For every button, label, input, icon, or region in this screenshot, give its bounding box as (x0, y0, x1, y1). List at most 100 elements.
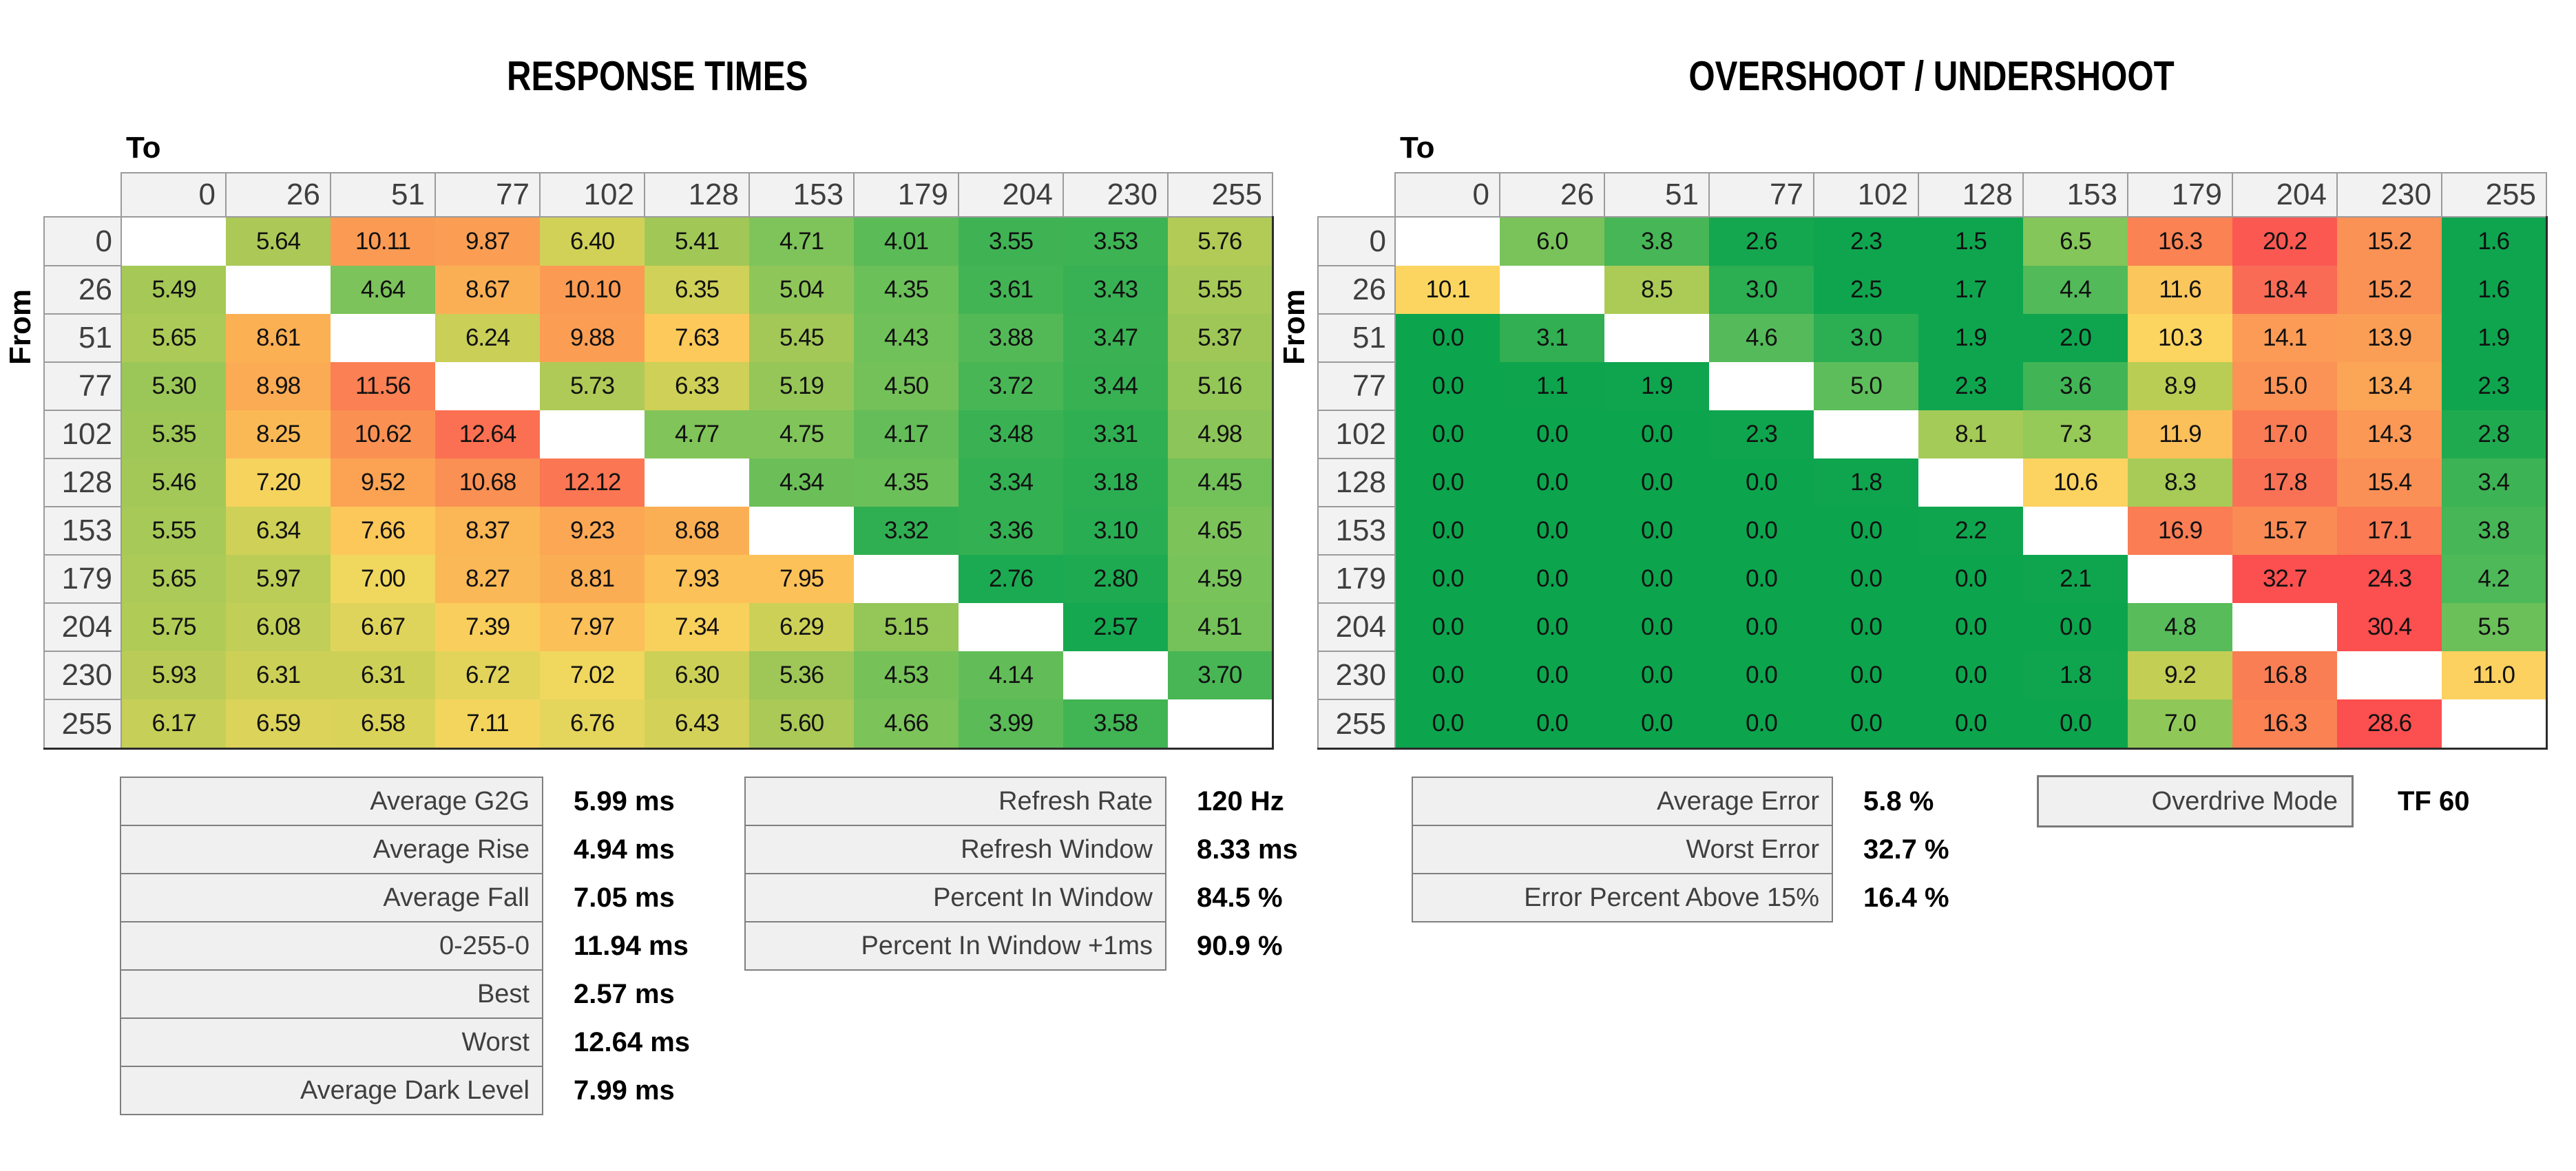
heatmap-cell-diagonal (540, 410, 645, 458)
heatmap-cell: 2.2 (1918, 507, 2023, 555)
heatmap-cell: 17.8 (2232, 458, 2337, 507)
heatmap-cell: 10.6 (2023, 458, 2128, 507)
heatmap-cell: 1.6 (2442, 217, 2548, 266)
overshoot-heatmap: 0 26 51 77 102 128 153 179 204 230 255 0 6.0 3.8 2.6 2.… (1317, 172, 2548, 750)
row-header: 128 (1317, 458, 1396, 507)
heatmap-cell: 4.35 (854, 458, 959, 507)
heatmap-cell: 0.0 (1604, 555, 1709, 603)
heatmap-cell: 0.0 (1709, 603, 1814, 651)
stat-label: Percent In Window (744, 873, 1166, 922)
heatmap-cell: 20.2 (2232, 217, 2337, 266)
heatmap-cell: 0.0 (1395, 410, 1500, 458)
heatmap-cell-diagonal (1500, 266, 1604, 314)
heatmap-cell: 0.0 (1814, 651, 1918, 699)
heatmap-cell: 3.61 (959, 266, 1063, 314)
row-header: 204 (1317, 602, 1396, 652)
heatmap-cell: 0.0 (1604, 603, 1709, 651)
heatmap-cell: 10.3 (2128, 314, 2232, 362)
heatmap-cell: 0.0 (1395, 699, 1500, 750)
heatmap-cell: 10.62 (331, 410, 435, 458)
stat-label: Worst Error (1412, 825, 1833, 874)
stat-row: Average Dark Level 7.99 ms (120, 1066, 690, 1115)
heatmap-cell: 4.51 (1168, 603, 1274, 651)
row-header: 51 (43, 313, 122, 363)
stat-value: 7.99 ms (574, 1075, 675, 1106)
heatmap-cell: 9.23 (540, 507, 645, 555)
heatmap-cell: 10.11 (331, 217, 435, 266)
heatmap-cell: 0.0 (1604, 410, 1709, 458)
heatmap-cell: 7.0 (2128, 699, 2232, 750)
heatmap-cell: 3.43 (1063, 266, 1168, 314)
row-header: 179 (43, 554, 122, 604)
heatmap-cell: 5.75 (121, 603, 226, 651)
heatmap-cell: 6.30 (645, 651, 749, 699)
heatmap-cell: 3.10 (1063, 507, 1168, 555)
heatmap-cell: 16.9 (2128, 507, 2232, 555)
heatmap-cell: 18.4 (2232, 266, 2337, 314)
heatmap-cell: 6.33 (645, 362, 749, 410)
heatmap-cell: 30.4 (2337, 603, 2442, 651)
col-header: 26 (225, 172, 331, 218)
heatmap-cell: 17.1 (2337, 507, 2442, 555)
col-header: 102 (539, 172, 645, 218)
heatmap-cell: 3.4 (2442, 458, 2548, 507)
row-header: 255 (1317, 699, 1396, 750)
heatmap-cell: 6.08 (226, 603, 331, 651)
heatmap-cell: 7.20 (226, 458, 331, 507)
heatmap-cell: 5.64 (226, 217, 331, 266)
heatmap-cell: 0.0 (1814, 603, 1918, 651)
heatmap-cell: 6.31 (226, 651, 331, 699)
heatmap-cell: 6.58 (331, 699, 435, 750)
heatmap-cell: 15.4 (2337, 458, 2442, 507)
heatmap-cell: 4.8 (2128, 603, 2232, 651)
stat-row: Worst Error 32.7 % (1412, 825, 1949, 874)
heatmap-cell: 12.12 (540, 458, 645, 507)
heatmap-cell: 0.0 (1500, 651, 1604, 699)
heatmap-cell: 0.0 (1814, 507, 1918, 555)
heatmap-cell: 3.8 (1604, 217, 1709, 266)
heatmap-cell: 8.61 (226, 314, 331, 362)
heatmap-cell: 3.55 (959, 217, 1063, 266)
heatmap-cell-diagonal (1604, 314, 1709, 362)
heatmap-cell: 11.56 (331, 362, 435, 410)
heatmap-cell: 3.36 (959, 507, 1063, 555)
heatmap-cell: 4.59 (1168, 555, 1274, 603)
heatmap-cell-diagonal (435, 362, 540, 410)
heatmap-cell: 6.67 (331, 603, 435, 651)
heatmap-cell: 5.37 (1168, 314, 1274, 362)
stat-label: Refresh Window (744, 825, 1166, 874)
heatmap-cell-diagonal (1814, 410, 1918, 458)
heatmap-cell: 3.34 (959, 458, 1063, 507)
heatmap-cell: 5.0 (1814, 362, 1918, 410)
stat-value: 5.8 % (1863, 785, 1934, 816)
heatmap-cell: 15.2 (2337, 217, 2442, 266)
heatmap-cell: 28.6 (2337, 699, 2442, 750)
heatmap-cell: 2.3 (1814, 217, 1918, 266)
stat-value: 11.94 ms (574, 930, 689, 961)
stat-row: Average G2G 5.99 ms (120, 777, 690, 826)
row-header: 77 (1317, 361, 1396, 411)
heatmap-cell: 2.76 (959, 555, 1063, 603)
heatmap-cell: 4.34 (749, 458, 854, 507)
heatmap-cell: 0.0 (1918, 603, 2023, 651)
heatmap-cell: 3.72 (959, 362, 1063, 410)
heatmap-cell-diagonal (959, 603, 1063, 651)
heatmap-cell: 17.0 (2232, 410, 2337, 458)
heatmap-corner-cell (44, 173, 121, 217)
heatmap-cell: 4.43 (854, 314, 959, 362)
row-header: 230 (1317, 651, 1396, 700)
heatmap-cell: 0.0 (1395, 458, 1500, 507)
heatmap-cell: 8.81 (540, 555, 645, 603)
heatmap-cell: 1.9 (1604, 362, 1709, 410)
heatmap-cell: 2.1 (2023, 555, 2128, 603)
heatmap-cell: 0.0 (1709, 507, 1814, 555)
heatmap-cell-diagonal (1709, 362, 1814, 410)
heatmap-cell: 10.1 (1395, 266, 1500, 314)
stat-value: 5.99 ms (574, 785, 675, 816)
response-from-axis-label: From (3, 289, 37, 365)
heatmap-cell: 1.1 (1500, 362, 1604, 410)
stat-value: 2.57 ms (574, 978, 675, 1009)
heatmap-cell: 1.9 (2442, 314, 2548, 362)
heatmap-cell: 9.52 (331, 458, 435, 507)
